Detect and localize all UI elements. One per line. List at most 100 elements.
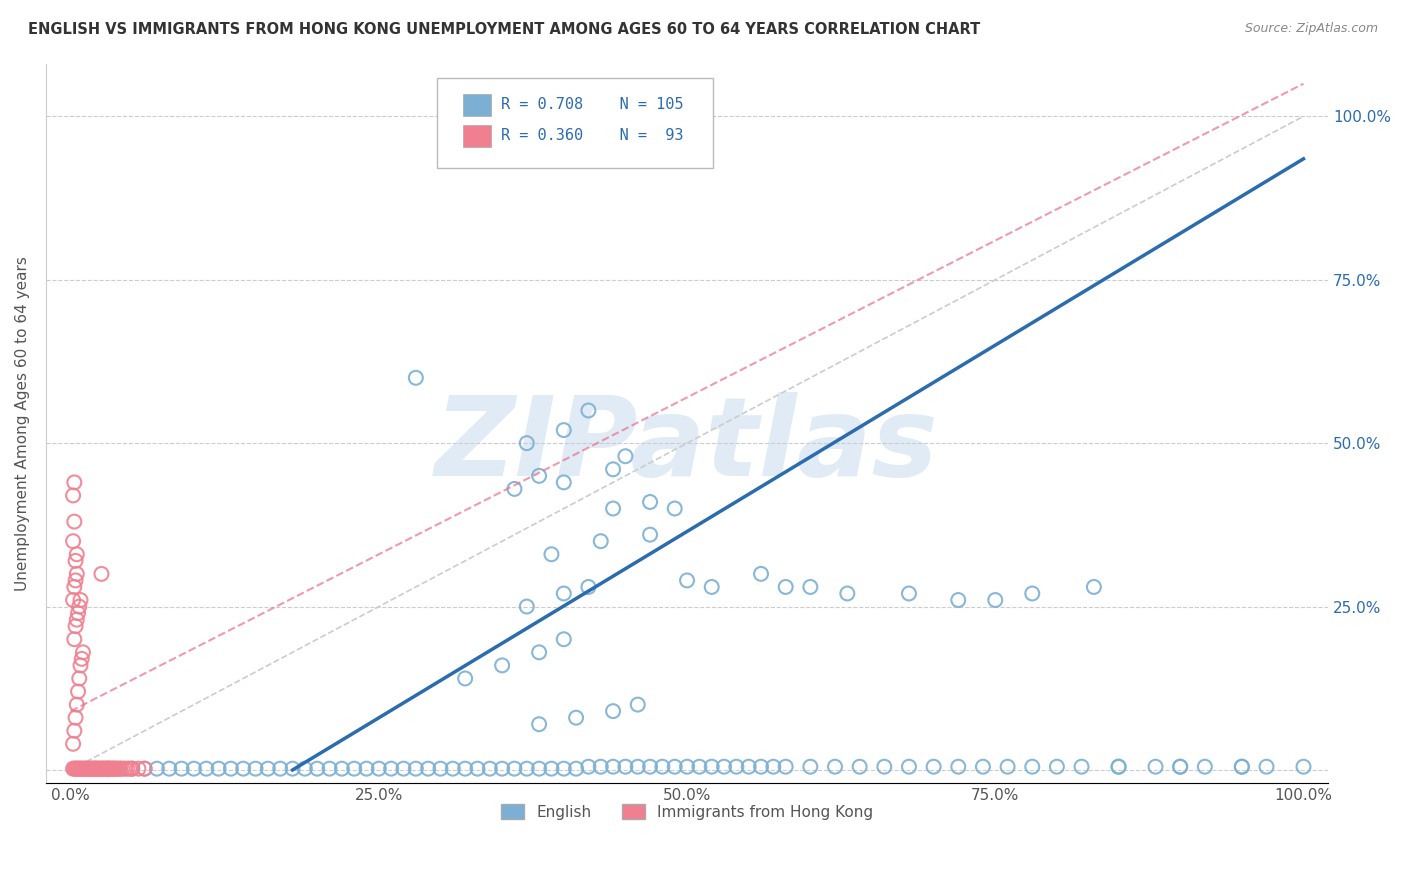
Point: [96, 762, 118, 776]
Point: [972, 760, 994, 774]
Point: [1108, 760, 1130, 774]
Point: [392, 762, 415, 776]
Point: [232, 762, 254, 776]
FancyBboxPatch shape: [463, 95, 491, 116]
Point: [614, 449, 637, 463]
Point: [219, 762, 242, 776]
Point: [1083, 580, 1105, 594]
Point: [873, 760, 896, 774]
Point: [72, 645, 94, 659]
Point: [565, 711, 588, 725]
Point: [170, 762, 193, 776]
Point: [86, 762, 108, 776]
Point: [418, 762, 440, 776]
Point: [66, 547, 89, 561]
Point: [70, 762, 93, 776]
Point: [527, 468, 550, 483]
Point: [307, 762, 329, 776]
Point: [257, 762, 280, 776]
Point: [922, 760, 945, 774]
Point: [527, 645, 550, 659]
Point: [1070, 760, 1092, 774]
Text: Source: ZipAtlas.com: Source: ZipAtlas.com: [1244, 22, 1378, 36]
Point: [651, 760, 673, 774]
Point: [72, 762, 94, 776]
Point: [117, 762, 139, 776]
Point: [1021, 586, 1043, 600]
Point: [69, 593, 91, 607]
Point: [527, 762, 550, 776]
Point: [281, 762, 304, 776]
Point: [269, 762, 291, 776]
Point: [638, 760, 661, 774]
Point: [775, 760, 797, 774]
Point: [749, 760, 772, 774]
Point: [948, 593, 970, 607]
Point: [66, 613, 89, 627]
Point: [107, 762, 129, 776]
Point: [664, 501, 686, 516]
Point: [454, 672, 477, 686]
Point: [90, 762, 112, 776]
Point: [83, 762, 105, 776]
Point: [837, 586, 859, 600]
Point: [775, 580, 797, 594]
Point: [79, 762, 101, 776]
Point: [65, 554, 87, 568]
Point: [602, 501, 624, 516]
Point: [602, 760, 624, 774]
Point: [824, 760, 846, 774]
Text: ENGLISH VS IMMIGRANTS FROM HONG KONG UNEMPLOYMENT AMONG AGES 60 TO 64 YEARS CORR: ENGLISH VS IMMIGRANTS FROM HONG KONG UNE…: [28, 22, 980, 37]
Point: [602, 462, 624, 476]
Point: [799, 580, 821, 594]
Point: [93, 762, 115, 776]
Point: [207, 762, 229, 776]
Point: [90, 566, 112, 581]
Point: [356, 762, 378, 776]
Point: [503, 482, 526, 496]
Point: [97, 762, 120, 776]
Point: [67, 599, 90, 614]
Point: [66, 698, 89, 712]
Point: [66, 762, 89, 776]
Point: [553, 423, 575, 437]
Point: [103, 762, 125, 776]
Point: [984, 593, 1007, 607]
Point: [75, 762, 97, 776]
Point: [725, 760, 748, 774]
Point: [503, 762, 526, 776]
Point: [127, 762, 149, 776]
Point: [478, 762, 501, 776]
Point: [111, 762, 134, 776]
Point: [63, 580, 86, 594]
Point: [70, 652, 93, 666]
Point: [565, 762, 588, 776]
Point: [65, 619, 87, 633]
Point: [77, 762, 100, 776]
Point: [553, 586, 575, 600]
Point: [63, 475, 86, 490]
Point: [157, 762, 180, 776]
Point: [749, 566, 772, 581]
Point: [553, 762, 575, 776]
Point: [104, 762, 127, 776]
Point: [330, 762, 353, 776]
Point: [516, 436, 538, 450]
Point: [84, 762, 107, 776]
Point: [87, 762, 110, 776]
Point: [1168, 760, 1191, 774]
Point: [62, 762, 84, 776]
Point: [183, 762, 205, 776]
Point: [553, 475, 575, 490]
Point: [664, 760, 686, 774]
Point: [67, 672, 90, 686]
Point: [516, 599, 538, 614]
Point: [762, 760, 785, 774]
Point: [343, 762, 366, 776]
Point: [380, 762, 402, 776]
Point: [121, 762, 143, 776]
Point: [94, 762, 117, 776]
Point: [1256, 760, 1278, 774]
FancyBboxPatch shape: [463, 125, 491, 147]
Point: [65, 574, 87, 588]
